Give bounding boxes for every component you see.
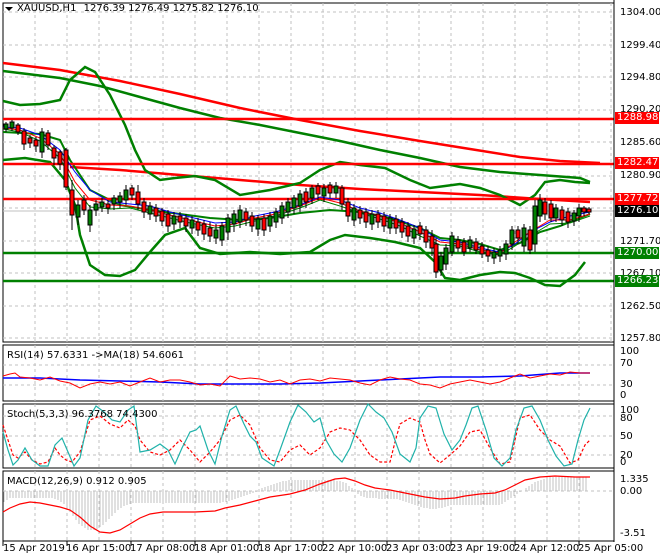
time-label: 23 Apr 19:00 [450, 543, 516, 554]
macd-label: MACD(12,26,9) 0.912 0.905 [7, 476, 147, 487]
price-grid [3, 3, 614, 342]
level-tag-1277-72: 1277.72 [615, 193, 659, 205]
stoch-label: Stoch(5,3,3) 96.3768 74.4300 [7, 409, 158, 420]
level-tag-1288-98: 1288.98 [615, 112, 659, 124]
macd-panel [2, 470, 615, 542]
level-tag-1282-47: 1282.47 [615, 157, 659, 169]
price-tick: 1262.50 [620, 301, 660, 312]
time-label: 23 Apr 03:00 [386, 543, 452, 554]
time-label: 25 Apr 05:00 [578, 543, 644, 554]
rsi-line [2, 371, 590, 389]
rsi-ma-line [3, 372, 590, 385]
symbol-label: XAUUSD,H1 [17, 3, 77, 14]
time-label: 22 Apr 10:00 [322, 543, 388, 554]
current-price-tag: 1276.10 [615, 205, 659, 217]
stoch-main-line [2, 402, 591, 468]
time-label: 16 Apr 15:00 [66, 543, 132, 554]
price-tick: 1299.40 [620, 40, 660, 51]
macd-tick: -3.51 [620, 528, 646, 539]
stoch-tick: 50 [620, 431, 633, 442]
chart-title: XAUUSD,H1 1276.39 1276.49 1275.82 1276.1… [17, 3, 259, 14]
macd-signal-line [2, 475, 590, 534]
price-tick: 1257.80 [620, 333, 660, 344]
rsi-tick: 30 [620, 379, 633, 390]
price-tick: 1285.60 [620, 137, 660, 148]
macd-tick: 1.335 [620, 474, 649, 485]
stoch-tick: 80 [620, 413, 633, 424]
stoch-signal-line [2, 414, 591, 465]
time-label: 17 Apr 08:00 [130, 543, 196, 554]
rsi-tick: 0 [620, 390, 627, 401]
main-panel [2, 2, 615, 343]
stoch-tick: 20 [620, 450, 633, 461]
dropdown-triangle-icon[interactable] [5, 7, 13, 11]
macd-tick: 0.00 [620, 486, 643, 497]
time-label: 15 Apr 2019 [3, 543, 65, 554]
rsi-panel [2, 344, 615, 402]
rsi-tick: 100 [620, 346, 640, 357]
time-label: 18 Apr 17:00 [258, 543, 324, 554]
long-ma-line [2, 61, 601, 165]
stoch-panel [2, 402, 615, 469]
rsi-label: RSI(14) 57.6331 ->MA(18) 54.6061 [7, 350, 184, 361]
rsi-tick: 70 [620, 358, 633, 369]
time-label: 18 Apr 01:00 [194, 543, 260, 554]
ohlc-values: 1276.39 1276.49 1275.82 1276.10 [83, 3, 259, 14]
macd-histogram [3, 477, 587, 530]
candlesticks [3, 120, 592, 278]
price-tick: 1294.80 [620, 72, 660, 83]
stoch-tick: 0 [620, 457, 627, 468]
time-label: 24 Apr 12:00 [514, 543, 580, 554]
level-tag-1266-23: 1266.23 [615, 275, 659, 287]
price-tick: 1280.90 [620, 170, 660, 181]
price-tick: 1290.20 [620, 104, 660, 115]
mid-ma-line [2, 69, 591, 184]
price-tick: 1267.10 [620, 268, 660, 279]
price-tick: 1304.00 [620, 7, 660, 18]
time-ticks [2, 541, 580, 546]
stoch-tick: 100 [620, 405, 640, 416]
price-tick: 1271.70 [620, 236, 660, 247]
level-tag-1270-00: 1270.00 [615, 247, 659, 259]
